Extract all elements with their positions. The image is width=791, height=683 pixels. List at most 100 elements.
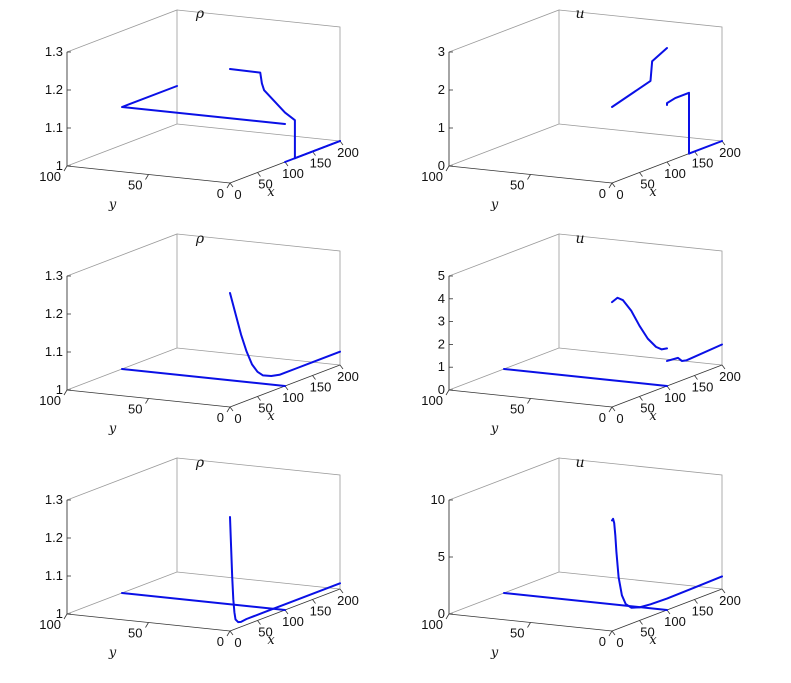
panel-title: u — [575, 6, 584, 22]
series-line-1 — [611, 517, 723, 609]
z-tick-label: 1 — [438, 359, 445, 374]
x-tick — [721, 588, 726, 594]
series-line-1 — [229, 516, 341, 624]
z-tick-label: 1.2 — [45, 530, 63, 545]
x-tick — [694, 599, 698, 604]
x-tick-label: 200 — [719, 369, 741, 384]
x-tick-label: 200 — [337, 145, 359, 160]
y-tick-label: 0 — [217, 186, 224, 201]
z-tick-label: 1 — [438, 120, 445, 135]
x-tick-label: 100 — [282, 390, 304, 405]
side-wall — [176, 233, 341, 365]
series-line-1 — [229, 292, 341, 378]
back-wall — [66, 9, 178, 167]
x-tick — [611, 182, 616, 188]
panel-title: u — [575, 455, 584, 471]
y-axis-label: y — [108, 198, 117, 213]
y-axis-label: y — [108, 646, 117, 661]
series-line-3 — [121, 85, 286, 125]
y-tick — [445, 389, 450, 396]
series-line-2 — [666, 343, 723, 362]
y-tick-label: 100 — [421, 393, 443, 408]
x-tick — [639, 620, 643, 625]
panel-title: ρ — [195, 455, 205, 471]
x-tick — [229, 630, 234, 636]
x-tick — [694, 375, 698, 380]
y-tick — [608, 182, 613, 189]
side-wall — [176, 457, 341, 589]
x-axis-label: x — [649, 409, 657, 424]
x-tick — [312, 375, 316, 380]
series-line-2 — [121, 592, 286, 611]
x-tick-label: 0 — [234, 411, 241, 426]
z-tick-label: 10 — [431, 492, 445, 507]
panel-title: ρ — [195, 231, 205, 247]
z-tick-label: 1.2 — [45, 306, 63, 321]
y-tick — [226, 406, 231, 413]
series-line-2 — [666, 91, 690, 155]
x-tick-label: 0 — [234, 635, 241, 650]
x-tick — [611, 406, 616, 412]
x-tick-label: 0 — [616, 187, 623, 202]
z-tick-label: 1.1 — [45, 120, 63, 135]
z-tick-label: 1 — [56, 382, 63, 397]
y-tick — [527, 622, 531, 628]
x-tick — [257, 396, 261, 401]
series-line-3 — [503, 368, 668, 387]
y-tick — [63, 613, 68, 620]
z-tick-label: 3 — [438, 44, 445, 59]
side-wall — [558, 233, 723, 365]
x-tick-label: 50 — [640, 401, 654, 416]
z-tick-label: 4 — [438, 291, 445, 306]
y-tick-label: 50 — [510, 402, 524, 417]
x-tick — [257, 620, 261, 625]
y-tick-label: 100 — [39, 617, 61, 632]
floor-edge — [558, 123, 723, 142]
x-tick-label: 100 — [664, 614, 686, 629]
y-tick-label: 50 — [128, 626, 142, 641]
y-tick — [226, 182, 231, 189]
side-wall — [176, 9, 341, 141]
y-tick-label: 0 — [217, 634, 224, 649]
y-tick-label: 0 — [599, 410, 606, 425]
x-tick-label: 150 — [310, 604, 332, 619]
y-tick — [527, 174, 531, 180]
x-tick-label: 0 — [616, 635, 623, 650]
y-tick-label: 50 — [128, 402, 142, 417]
x-tick-label: 0 — [234, 187, 241, 202]
x-tick-label: 150 — [692, 380, 714, 395]
series-line-2 — [121, 368, 286, 387]
series-line-2 — [503, 592, 668, 611]
floor-edge — [176, 571, 341, 590]
x-axis-label: x — [649, 185, 657, 200]
z-tick-label: 5 — [438, 268, 445, 283]
y-tick-label: 100 — [39, 169, 61, 184]
series-line-1 — [229, 68, 296, 160]
x-tick — [721, 364, 726, 370]
y-axis-label: y — [490, 646, 499, 661]
x-tick-label: 50 — [258, 177, 272, 192]
x-tick-label: 150 — [310, 156, 332, 171]
x-tick-label: 200 — [337, 593, 359, 608]
y-tick — [145, 622, 149, 628]
x-tick-label: 200 — [719, 145, 741, 160]
y-tick-label: 100 — [421, 169, 443, 184]
z-tick-label: 0 — [438, 158, 445, 173]
y-tick — [608, 406, 613, 413]
panel-title: u — [575, 231, 584, 247]
z-tick-label: 1.1 — [45, 568, 63, 583]
z-tick-label: 2 — [438, 82, 445, 97]
y-tick-label: 0 — [599, 634, 606, 649]
floor-edge — [176, 123, 341, 142]
x-tick-label: 100 — [664, 166, 686, 181]
floor-edge — [558, 571, 723, 590]
z-tick-label: 3 — [438, 314, 445, 329]
y-tick — [608, 630, 613, 637]
x-tick — [639, 172, 643, 177]
y-tick-label: 0 — [217, 410, 224, 425]
z-tick-label: 2 — [438, 336, 445, 351]
x-tick — [339, 588, 344, 594]
